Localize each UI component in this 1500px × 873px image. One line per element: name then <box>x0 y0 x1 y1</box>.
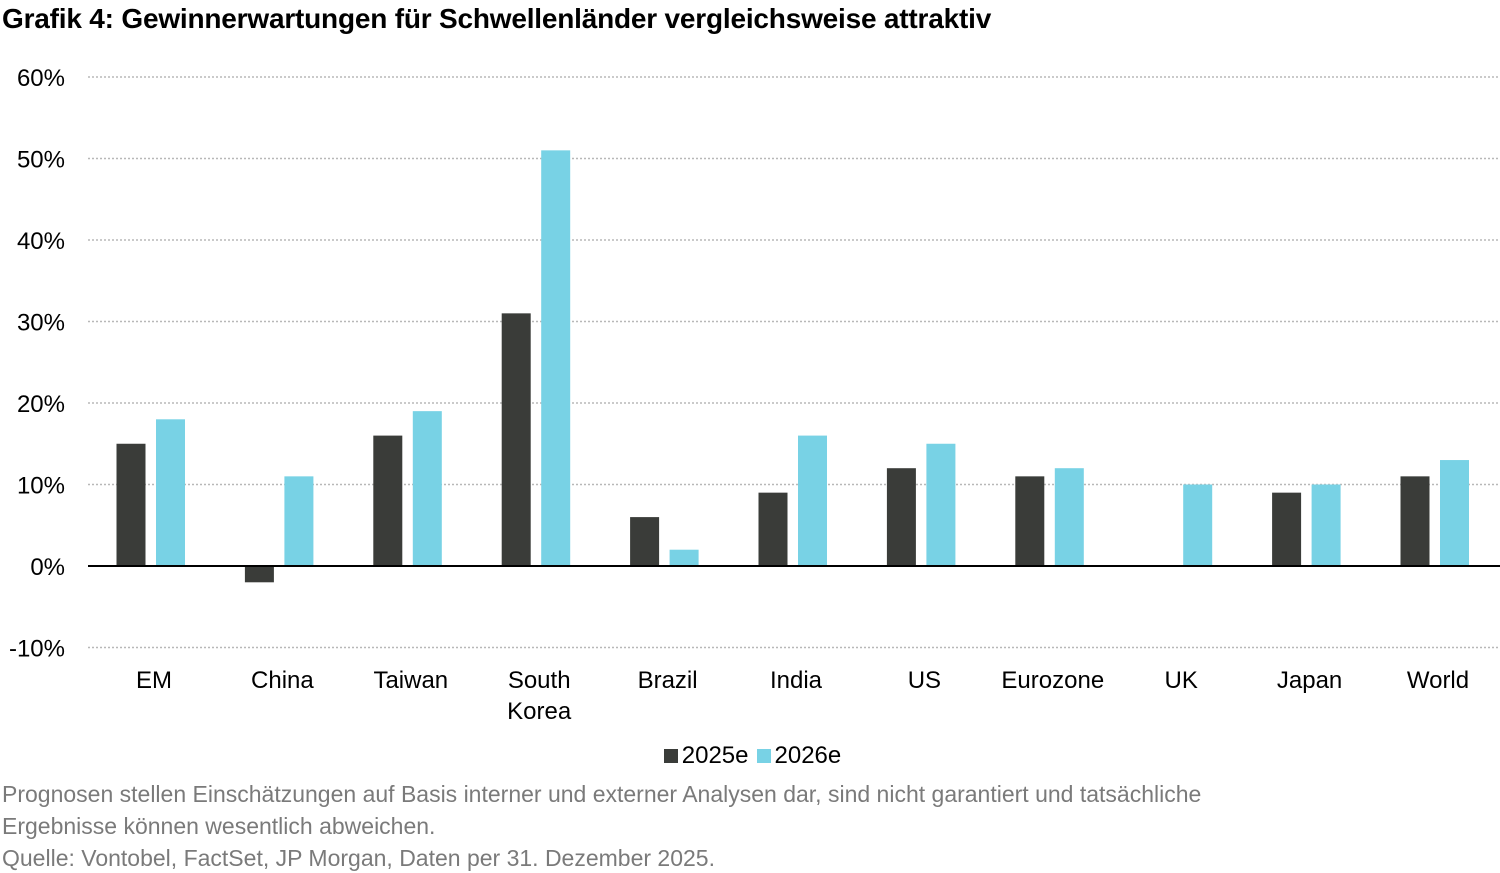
x-tick-label: US <box>908 667 941 694</box>
chart-title: Grafik 4: Gewinnerwartungen für Schwelle… <box>2 3 992 34</box>
y-tick-label: 60% <box>17 65 65 92</box>
footnote-source: Quelle: Vontobel, FactSet, JP Morgan, Da… <box>2 845 715 871</box>
legend: 2025e 2026e <box>0 742 1500 770</box>
bar-2026e-china <box>284 476 314 566</box>
y-axis-labels: 60% 50% 40% 30% 20% 10% 0% -10% <box>9 65 65 663</box>
legend-swatch-dark-icon <box>663 749 678 763</box>
bar-2026e-japan <box>1311 484 1341 566</box>
x-tick-label: Brazil <box>638 667 698 694</box>
bar-2026e-us <box>926 443 956 566</box>
legend-item-2026e: 2026e <box>756 742 842 770</box>
x-tick-label: Eurozone <box>1001 667 1104 694</box>
legend-swatch-cyan-icon <box>756 749 771 763</box>
bar-2026e-world <box>1440 460 1469 566</box>
x-tick-label: Taiwan <box>373 667 448 694</box>
bar-2026e-south-korea <box>541 150 571 566</box>
x-tick-label: World <box>1407 667 1469 694</box>
y-tick-label: 10% <box>17 473 65 500</box>
bar-2025e-india <box>758 492 788 566</box>
x-tick-label: UK <box>1165 667 1198 694</box>
bar-2026e-taiwan <box>412 411 442 566</box>
bar-2026e-brazil <box>669 549 699 566</box>
x-tick-label: EM <box>136 667 172 694</box>
x-tick-label: Korea <box>507 698 572 725</box>
legend-item-2025e: 2025e <box>663 742 749 770</box>
bar-2026e-em <box>156 419 185 566</box>
y-tick-label: 30% <box>17 310 65 337</box>
bar-2025e-world <box>1400 476 1430 566</box>
y-tick-label: 50% <box>17 147 65 174</box>
bar-2025e-em <box>116 443 146 566</box>
bar-2025e-south-korea <box>501 313 531 566</box>
legend-label: 2026e <box>774 742 842 769</box>
legend-label: 2025e <box>681 742 749 769</box>
x-axis-labels: EM China Taiwan South Korea Brazil India US Euro… <box>136 667 1469 725</box>
bar-2025e-brazil <box>630 517 660 566</box>
bar-2026e-uk <box>1183 484 1213 566</box>
bar-2025e-china <box>244 566 274 583</box>
footnote-disclaimer-line-2: Ergebnisse können wesentlich abweichen. <box>2 813 436 839</box>
bar-2026e-eurozone <box>1054 468 1084 566</box>
footnote-disclaimer-line-1: Prognosen stellen Einschätzungen auf Bas… <box>2 781 1202 807</box>
x-tick-label: South <box>508 667 571 694</box>
bar-2025e-eurozone <box>1015 476 1045 566</box>
y-tick-label: 0% <box>30 554 65 581</box>
x-tick-label: India <box>770 667 823 694</box>
bar-2025e-us <box>886 468 916 566</box>
y-tick-label: 20% <box>17 391 65 418</box>
y-tick-label: 40% <box>17 228 65 255</box>
y-tick-label: -10% <box>9 636 65 663</box>
bar-2025e-japan <box>1272 492 1302 566</box>
x-tick-label: Japan <box>1277 667 1342 694</box>
bar-2025e-taiwan <box>373 435 403 566</box>
bar-2026e-india <box>798 435 827 566</box>
x-tick-label: China <box>251 667 314 694</box>
bars <box>116 150 1469 583</box>
gridlines <box>88 76 1500 649</box>
